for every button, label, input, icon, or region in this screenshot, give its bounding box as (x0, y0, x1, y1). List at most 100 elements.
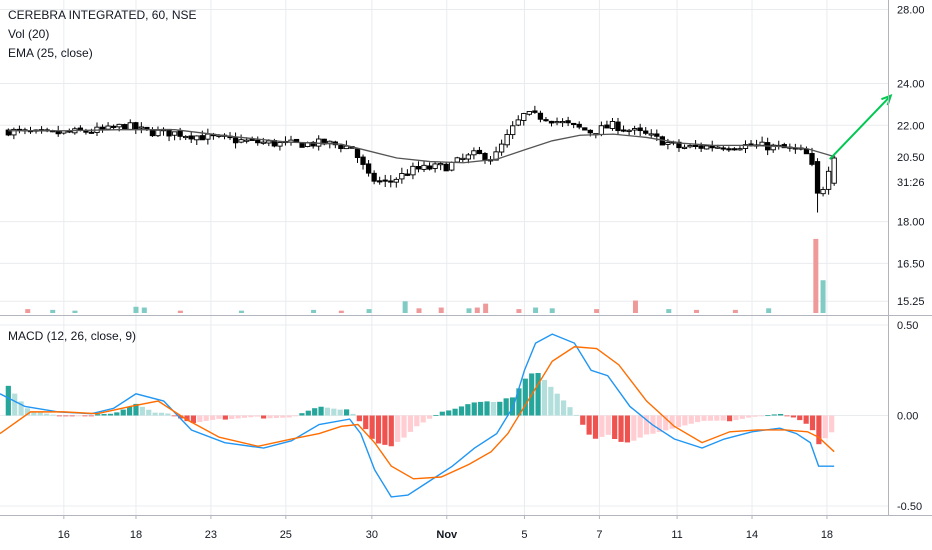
candle-body (803, 148, 810, 155)
macd-pane-legend: MACD (12, 26, close, 9) (8, 327, 136, 346)
volume-bar (632, 300, 638, 313)
candle-body (83, 130, 89, 133)
candle-body (715, 146, 721, 149)
candle-body (643, 130, 649, 134)
candle-body (415, 165, 422, 170)
candle-body (654, 133, 660, 137)
macd-tick-label: 0.50 (897, 320, 918, 332)
candle-body (582, 127, 588, 131)
candle-body (155, 129, 161, 137)
histogram-bar (765, 415, 771, 417)
candle-body (138, 126, 144, 129)
candle-body (316, 138, 322, 147)
volume-bar (438, 307, 444, 313)
histogram-bar (631, 415, 637, 441)
histogram-bar (669, 415, 675, 429)
candle-body (410, 165, 416, 176)
candle-body (515, 119, 521, 126)
histogram-bar (248, 415, 254, 418)
histogram-bar (809, 415, 816, 431)
countdown-tag: 31:26 (897, 177, 925, 189)
histogram-bar (688, 415, 694, 424)
price-tick-label: 15.25 (897, 296, 925, 308)
histogram-bar (586, 415, 592, 435)
candle-body (681, 146, 688, 149)
histogram-bar (254, 415, 260, 417)
candle-body (432, 163, 438, 169)
candle-body (122, 124, 128, 130)
volume-bar (311, 309, 317, 313)
candle-body (338, 145, 344, 150)
ema-indicator-label[interactable]: EMA (25, close) (8, 46, 93, 60)
grid (0, 0, 888, 515)
histogram-bar (203, 415, 209, 421)
svg-text:31:26: 31:26 (897, 177, 925, 189)
histogram-bar (44, 413, 50, 416)
histogram-bar (222, 415, 228, 420)
histogram-bar (446, 410, 452, 416)
histogram-bar (337, 409, 343, 416)
candle-body (687, 144, 693, 148)
histogram-bar (739, 415, 745, 419)
symbol-title[interactable]: CEREBRA INTEGRATED, 60, NSE (8, 8, 197, 22)
histogram-bar (420, 415, 426, 423)
candle-body (293, 138, 300, 143)
histogram-bar (720, 415, 726, 421)
candle-body (510, 125, 516, 136)
histogram-bar (663, 415, 669, 431)
candle-body (421, 164, 427, 170)
volume-bar (238, 310, 244, 313)
candle-body (598, 125, 605, 135)
histogram-bar (82, 415, 88, 417)
candle-body (537, 112, 544, 120)
histogram-bar (726, 415, 733, 422)
histogram-bar (318, 406, 324, 416)
time-tick-label: 16 (58, 529, 70, 541)
candle-body (604, 124, 610, 129)
macd-histogram (5, 372, 835, 447)
candle-body (354, 148, 361, 158)
histogram-bar (484, 401, 490, 416)
histogram-bar (567, 407, 573, 416)
histogram-bar (471, 402, 477, 416)
histogram-bar (714, 415, 720, 421)
candle-body (133, 122, 139, 130)
histogram-bar (235, 415, 241, 419)
histogram-bar (171, 415, 177, 417)
histogram-bar (816, 415, 822, 445)
histogram-bar (637, 415, 643, 438)
svg-text:20.50: 20.50 (897, 152, 925, 164)
candle-body (277, 141, 283, 147)
histogram-bar (612, 415, 618, 440)
histogram-bar (356, 415, 362, 422)
time-axis[interactable]: 16 18 23 25 30 Nov 5 7 11 14 18 (58, 515, 833, 541)
candle-body (554, 121, 560, 124)
histogram-bar (261, 415, 267, 419)
histogram-bar (120, 409, 126, 416)
histogram-bar (746, 415, 752, 418)
candle-body (299, 142, 305, 148)
histogram-bar (37, 412, 43, 416)
histogram-bar (656, 415, 662, 433)
price-axis[interactable]: 28.00 24.00 22.00 18.00 16.50 15.25 0.50 0.00 -0… (897, 4, 925, 512)
histogram-bar (618, 415, 624, 442)
histogram-bar (31, 411, 37, 416)
histogram-bar (509, 397, 516, 416)
candle-body (571, 122, 577, 126)
histogram-bar (758, 415, 765, 417)
histogram-bar (69, 415, 75, 417)
histogram-bar (63, 415, 69, 417)
histogram-bar (426, 415, 433, 419)
volume-bars (25, 238, 826, 313)
histogram-bar (490, 401, 496, 416)
macd-tick-label: -0.50 (897, 501, 922, 513)
volume-indicator-label[interactable]: Vol (20) (8, 27, 50, 41)
volume-bar (533, 307, 539, 313)
macd-indicator-label[interactable]: MACD (12, 26, close, 9) (8, 329, 137, 343)
histogram-bar (178, 415, 184, 419)
histogram-bar (209, 415, 216, 420)
volume-bar (820, 280, 826, 313)
candle-body (437, 163, 444, 166)
volume-bar (666, 309, 672, 313)
